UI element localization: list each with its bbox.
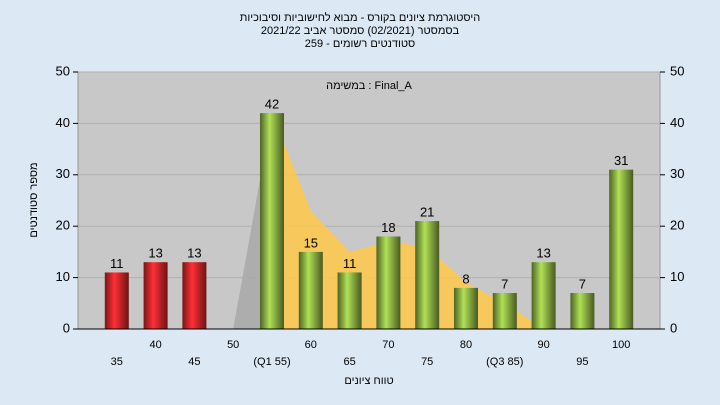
x-tick-label: 60 — [305, 339, 317, 351]
x-tick-label: 40 — [149, 339, 161, 351]
y2-tick-label: 50 — [670, 63, 684, 78]
bar — [182, 262, 207, 329]
bar — [570, 293, 595, 329]
x-tick-label: 70 — [382, 339, 394, 351]
value-label: 21 — [420, 204, 434, 219]
annotation: במשימה : Final_A — [326, 80, 412, 92]
y2-tick-label: 10 — [670, 269, 684, 284]
value-label: 11 — [110, 256, 124, 271]
bar — [337, 272, 362, 329]
bar — [609, 169, 634, 329]
x-tick-label: 65 — [343, 356, 355, 368]
value-label: 13 — [536, 246, 550, 261]
y-tick-label: 30 — [56, 166, 70, 181]
value-label: 31 — [614, 153, 628, 168]
bar — [260, 113, 284, 330]
x-tick-label: 75 — [421, 356, 433, 368]
value-label: 11 — [343, 256, 357, 271]
x-tick-label: 90 — [537, 339, 549, 351]
bar — [376, 236, 401, 329]
x-axis-label: טווח ציונים — [344, 375, 393, 387]
x-tick-label: 80 — [460, 339, 472, 351]
y-tick-label: 10 — [56, 269, 70, 284]
x-tick-label: 95 — [576, 356, 588, 368]
bar — [143, 262, 168, 329]
value-label: 7 — [579, 276, 586, 291]
title-line: היסטוגרמת ציונים בקורס - מבוא לחישוביות … — [240, 11, 480, 24]
bar — [531, 262, 556, 329]
x-tick-label: (Q3 85) — [486, 356, 523, 368]
value-label: 13 — [148, 246, 162, 261]
x-tick-label: (Q1 55) — [253, 356, 290, 368]
x-tick-label: 100 — [612, 339, 630, 351]
y-axis-label: מספר סטודנטים — [28, 162, 40, 237]
y2-tick-label: 40 — [670, 115, 684, 130]
bar — [298, 251, 323, 329]
x-tick-label: 45 — [188, 356, 200, 368]
x-tick-label: 50 — [227, 339, 239, 351]
value-label: 42 — [265, 97, 279, 112]
y2-tick-label: 0 — [670, 320, 677, 335]
bar — [104, 272, 129, 329]
bar — [415, 221, 440, 329]
y2-tick-label: 20 — [670, 218, 684, 233]
value-label: 18 — [381, 220, 395, 235]
title-line: בסמסטר (02/2021) סמסטר אביב 2021/22 — [261, 25, 460, 37]
bar — [492, 293, 517, 329]
x-tick-label: 35 — [111, 356, 123, 368]
y-tick-label: 0 — [63, 320, 70, 335]
y-tick-label: 40 — [56, 115, 70, 130]
value-label: 13 — [187, 246, 201, 261]
y2-tick-label: 30 — [670, 166, 684, 181]
value-label: 8 — [462, 271, 469, 286]
value-label: 7 — [501, 276, 508, 291]
y-tick-label: 50 — [56, 63, 70, 78]
y-tick-label: 20 — [56, 218, 70, 233]
bar — [454, 287, 478, 329]
value-label: 15 — [304, 235, 318, 250]
title-line: סטודנטים רשומים - 259 — [305, 38, 416, 50]
